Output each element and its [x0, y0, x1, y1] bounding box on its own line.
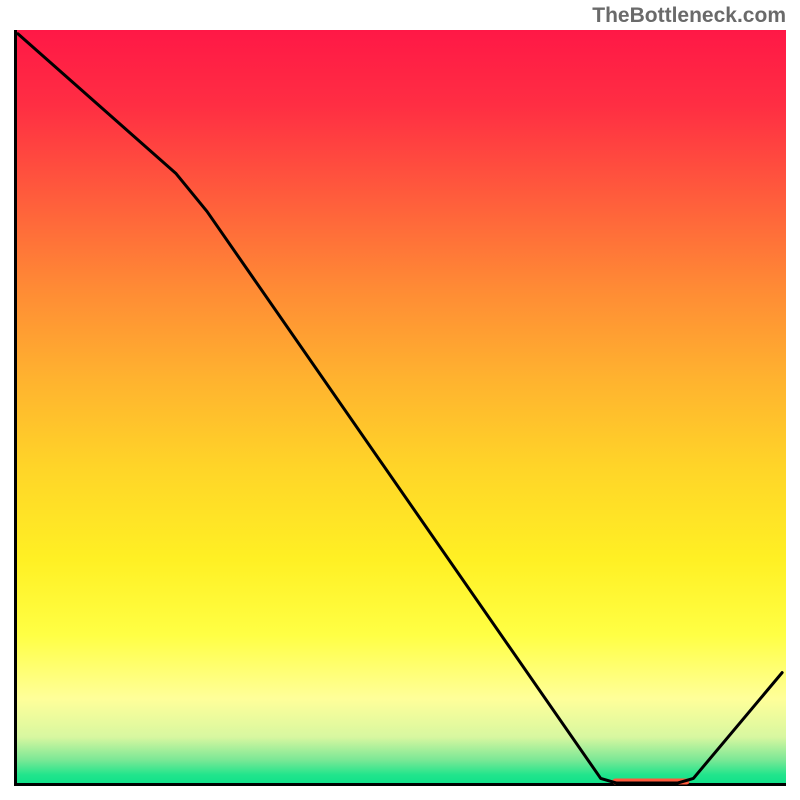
attribution-text: TheBottleneck.com — [592, 4, 786, 28]
chart-container — [14, 30, 786, 786]
chart-background — [14, 30, 786, 786]
bottleneck-chart — [14, 30, 786, 786]
